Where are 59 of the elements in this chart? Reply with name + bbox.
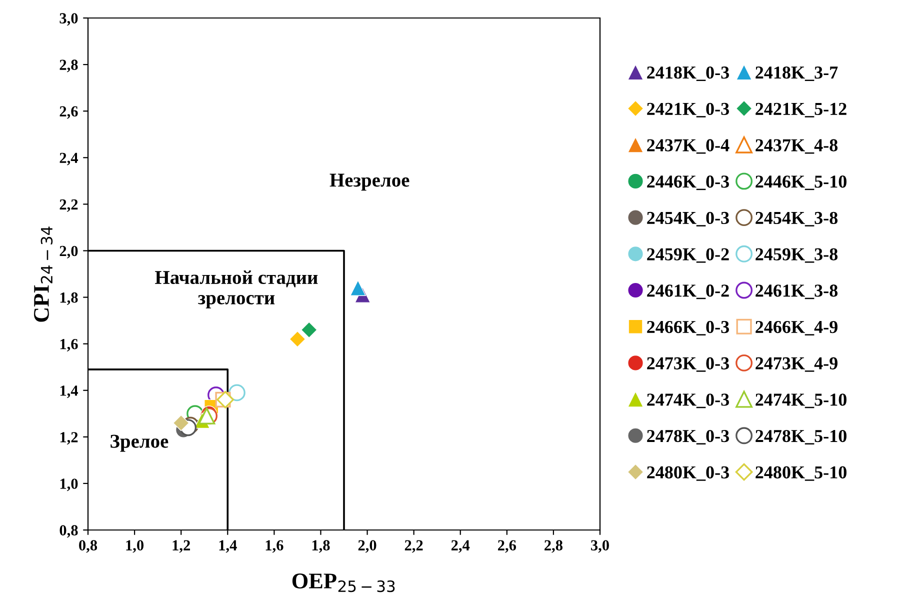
y-tick-label: 2,6 <box>60 106 78 119</box>
y-tick-label: 2,8 <box>60 60 78 72</box>
x-tick-label: 2,6 <box>498 540 516 553</box>
legend-label: 2474K_5-10 <box>756 394 846 408</box>
x-tick-label: 1,0 <box>126 540 144 553</box>
annotation: Зрелое <box>110 434 168 452</box>
legend-label: 2474K_0-3 <box>647 394 729 408</box>
legend-label: 2418K_3-7 <box>756 66 838 82</box>
point <box>216 390 234 408</box>
annotation: Незрелое <box>330 174 410 191</box>
legend-label: 2418K_0-3 <box>647 66 729 82</box>
y-tick-label: 1,0 <box>60 478 78 492</box>
point <box>350 280 366 296</box>
x-tick-label: 0,8 <box>79 540 98 553</box>
legend-label: 2461K_3-8 <box>756 284 838 300</box>
x-tick-label: 1,6 <box>266 540 284 553</box>
x-tick-label: 1,2 <box>172 540 190 553</box>
legend-label: 2466K_0-3 <box>647 320 729 336</box>
x-tick-label: 2,0 <box>358 540 376 553</box>
point <box>172 414 190 432</box>
legend-label: 2478K_0-3 <box>647 430 729 444</box>
y-tick-label: 3,0 <box>60 13 78 26</box>
y-tick-label: 2,0 <box>60 246 78 258</box>
x-tick-label: 2,4 <box>451 540 470 553</box>
y-tick-label: 0,8 <box>60 525 78 538</box>
y-tick-label: 2,2 <box>60 199 78 212</box>
annotation: Начальной стадии зрелости <box>155 270 318 308</box>
legend-label: 2437K_0-4 <box>647 139 730 154</box>
point <box>300 322 318 338</box>
x-tick-label: 3,0 <box>591 540 609 553</box>
y-tick-label: 1,6 <box>60 339 78 352</box>
legend-label: 2480K_5-10 <box>756 466 846 481</box>
legend-label: 2454K_3-8 <box>756 212 838 226</box>
x-tick-label: 2,8 <box>544 540 562 553</box>
legend-label: 2459K_3-8 <box>756 248 838 263</box>
legend-label: 2480K_0-3 <box>647 466 729 481</box>
legend-label: 2466K_4-9 <box>756 320 838 336</box>
legend-label: 2421K_5-12 <box>756 102 846 118</box>
legend-label: 2437K_4-8 <box>756 139 838 154</box>
legend-label: 2459K_0-2 <box>647 248 729 263</box>
x-tick-label: 1,8 <box>312 540 330 553</box>
y-tick-label: 1,8 <box>60 292 78 305</box>
legend-label: 2446K_5-10 <box>756 176 846 190</box>
legend-label: 2446K_0-3 <box>647 176 729 190</box>
legend-label: 2478K_5-10 <box>756 430 846 444</box>
y-tick-label: 2,4 <box>60 152 78 166</box>
legend-label: 2421K_0-3 <box>647 102 729 118</box>
x-axis-title: OEP$_{25−33}$ <box>292 574 395 592</box>
y-tick-label: 1,2 <box>60 432 78 445</box>
x-tick-label: 1,4 <box>219 540 237 553</box>
point <box>228 384 246 402</box>
legend-label: 2454K_0-3 <box>647 212 729 226</box>
y-axis-title: CPI$_{24−34}$ <box>34 226 53 322</box>
point <box>289 330 306 348</box>
legend-label: 2473K_4-9 <box>756 357 838 372</box>
x-tick-label: 2,2 <box>404 540 423 553</box>
legend-label: 2461K_0-2 <box>647 284 729 300</box>
y-tick-label: 1,4 <box>60 386 78 398</box>
legend-label: 2473K_0-3 <box>647 357 729 372</box>
